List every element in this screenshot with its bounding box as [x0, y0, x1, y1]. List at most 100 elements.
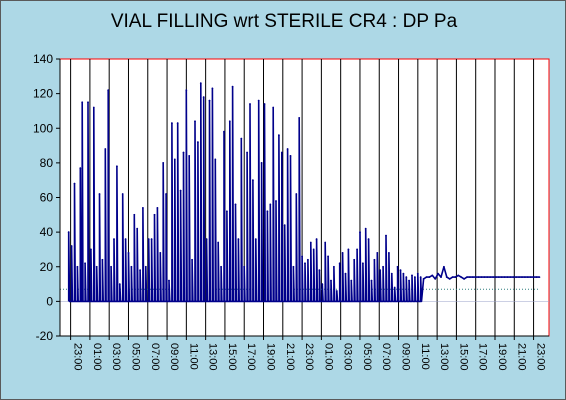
data-point [197, 141, 199, 144]
x-tick-label: 21:00 [284, 343, 296, 371]
x-tick-label: 11:00 [419, 343, 431, 370]
y-tick-label: 80 [40, 156, 54, 170]
data-point [168, 279, 170, 282]
y-tick-label: 40 [40, 225, 54, 239]
data-point [419, 276, 422, 278]
x-tick-label: 15:00 [226, 343, 238, 371]
data-point [486, 276, 489, 278]
data-point [252, 179, 254, 182]
data-point [208, 99, 211, 102]
data-point [278, 134, 280, 137]
data-point [347, 248, 350, 251]
x-tick-label: 01:00 [91, 343, 103, 371]
data-point [90, 248, 92, 251]
data-point [471, 276, 474, 278]
data-point [220, 265, 223, 268]
data-point [434, 278, 437, 280]
data-point [130, 265, 133, 268]
data-point [396, 265, 399, 268]
data-point [98, 193, 101, 195]
data-point [298, 117, 301, 119]
data-point [448, 278, 451, 280]
data-point [312, 248, 315, 251]
data-point [76, 265, 79, 268]
data-point [246, 151, 249, 154]
y-tick-label: 100 [33, 121, 53, 135]
data-point [506, 276, 509, 278]
y-tick-label: 120 [33, 87, 53, 101]
data-point [286, 148, 289, 150]
data-point [205, 238, 208, 241]
data-point [295, 193, 298, 195]
data-point [107, 89, 110, 92]
data-point [518, 276, 520, 278]
x-tick-label: 23:00 [72, 343, 84, 371]
data-point [211, 87, 214, 90]
data-point [385, 234, 387, 237]
x-tick-label: 21:00 [515, 343, 527, 371]
data-point [260, 162, 263, 164]
data-point [474, 276, 477, 278]
data-point [526, 276, 529, 278]
data-point [266, 210, 269, 213]
y-tick-label: 0 [46, 294, 53, 308]
y-tick-label: 60 [40, 191, 54, 205]
data-point [335, 290, 338, 292]
data-point [477, 276, 480, 278]
y-tick-label: 140 [33, 52, 53, 66]
data-point [257, 99, 260, 102]
data-point [292, 265, 295, 268]
x-tick-label: 15:00 [457, 343, 469, 371]
data-point [466, 276, 468, 278]
data-point [376, 252, 379, 254]
data-point [194, 120, 196, 123]
data-point [156, 207, 159, 209]
x-tick-label: 11:00 [187, 343, 199, 370]
data-point [428, 276, 431, 278]
data-point [362, 262, 364, 265]
data-point [338, 262, 341, 265]
data-point [341, 252, 344, 254]
data-point [234, 203, 237, 206]
data-point [95, 265, 98, 268]
data-point [370, 279, 373, 282]
data-point [104, 148, 107, 150]
data-point [139, 269, 142, 272]
data-point [524, 276, 526, 278]
data-point [136, 227, 139, 230]
data-point [176, 122, 179, 124]
data-point [495, 276, 497, 278]
data-point [469, 276, 471, 278]
data-point [364, 227, 367, 230]
data-point [289, 155, 292, 157]
x-tick-label: 19:00 [265, 343, 277, 371]
data-point [185, 89, 188, 92]
data-point [457, 274, 460, 277]
data-point [492, 276, 494, 278]
data-point [159, 252, 162, 254]
data-point [350, 279, 353, 282]
data-point [214, 158, 217, 161]
data-point [379, 269, 382, 272]
x-tick-label: 05:00 [361, 343, 373, 371]
data-point [304, 262, 306, 265]
data-point [437, 272, 439, 275]
data-point [249, 103, 251, 105]
data-point [538, 276, 541, 278]
data-point [390, 272, 393, 275]
data-point [509, 276, 512, 278]
data-point [127, 252, 130, 254]
data-point [497, 276, 500, 278]
data-point [307, 258, 309, 261]
data-point [217, 241, 220, 244]
data-point [150, 238, 153, 241]
x-axis-ticks: 23:00 01:00 03:00 05:00 07:00 09:00 11:00 13:00… [70, 336, 547, 371]
x-tick-label: 07:00 [380, 343, 392, 371]
data-point [408, 279, 410, 282]
data-point [399, 269, 402, 272]
data-point [87, 101, 89, 104]
data-point [142, 207, 144, 209]
data-point [124, 238, 127, 241]
series-layer [67, 82, 541, 303]
data-point [529, 276, 532, 278]
